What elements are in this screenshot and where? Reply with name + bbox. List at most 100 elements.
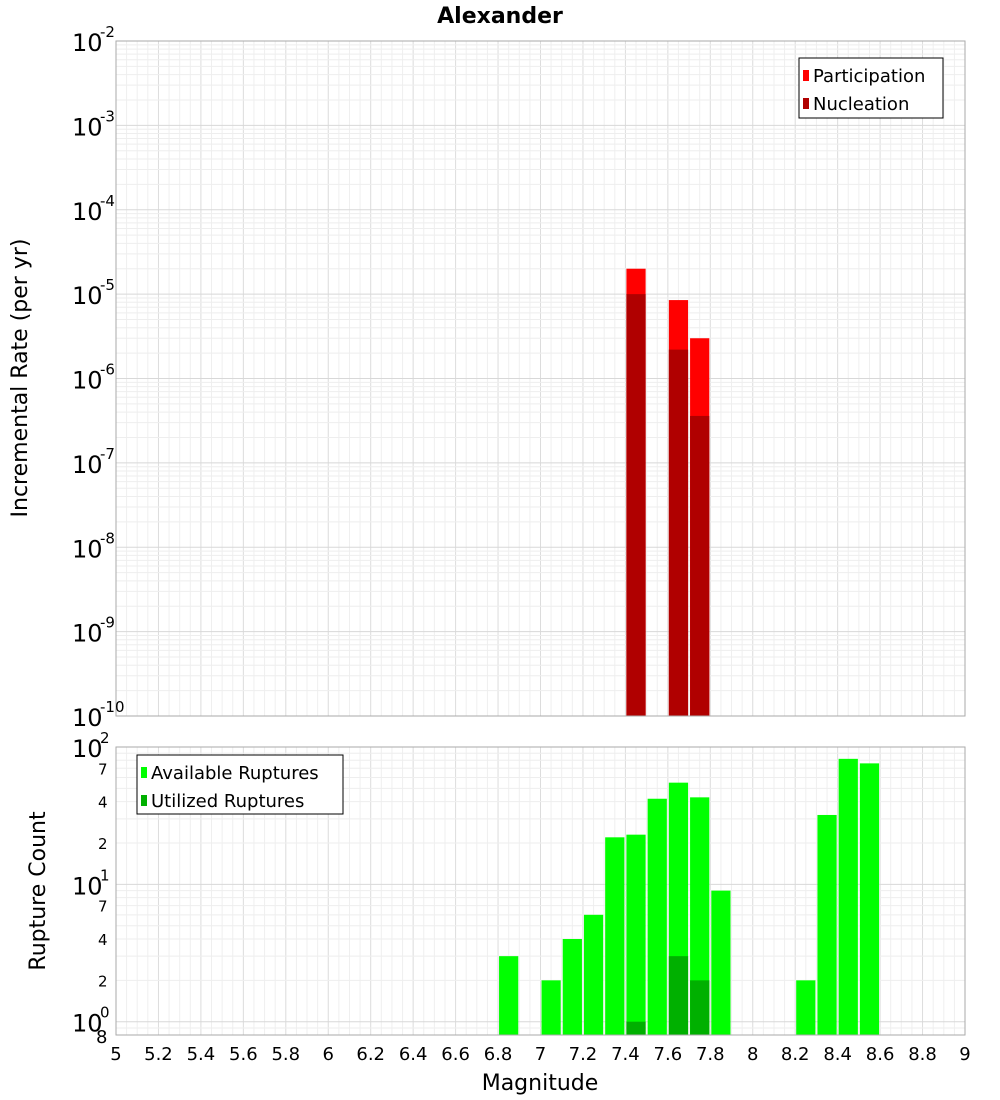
rate-legend: Participation Nucleation — [799, 58, 943, 118]
y-tick-exponent: -6 — [100, 361, 115, 379]
y-tick-base: 10 — [72, 704, 103, 732]
y-tick-exponent: -9 — [100, 614, 115, 632]
y-tick-exponent: -7 — [100, 445, 115, 463]
y-tick-base: 10 — [72, 367, 103, 395]
bar-utilized-ruptures — [669, 956, 688, 1035]
y-tick-label: 10-4 — [72, 192, 115, 226]
count-legend: Available Ruptures Utilized Ruptures — [137, 755, 343, 814]
x-tick-label: 5.8 — [271, 1044, 300, 1065]
y-tick-label: 10-2 — [72, 23, 115, 57]
y-tick-exponent: -10 — [100, 698, 125, 716]
x-tick-labels: 5 5.2 5.4 5.6 5.8 6 6.2 6.4 6.6 6.8 7 7.2 7.4 7.6 7.8 8… — [110, 1044, 970, 1065]
y-tick-base: 10 — [72, 198, 103, 226]
x-tick-label: 5.2 — [144, 1044, 173, 1065]
y-tick-exponent: -5 — [100, 276, 115, 294]
y-tick-exponent: 0 — [100, 1004, 110, 1022]
y-tick-exponent: -8 — [100, 529, 115, 547]
x-tick-label: 8.8 — [908, 1044, 937, 1065]
x-tick-label: 5 — [110, 1044, 121, 1065]
bar-available-ruptures — [711, 891, 730, 1035]
x-tick-label: 5.4 — [187, 1044, 216, 1065]
y-tick-label: 10-6 — [72, 361, 115, 395]
y-tick-base: 10 — [72, 535, 103, 563]
x-tick-label: 6.6 — [441, 1044, 470, 1065]
y-minor-tick-label: 4 — [98, 794, 108, 812]
legend-swatch — [141, 795, 147, 806]
x-tick-label: 7.8 — [696, 1044, 725, 1065]
legend-swatch — [803, 98, 809, 109]
x-axis-label: Magnitude — [482, 1071, 599, 1096]
y-tick-base: 10 — [72, 872, 103, 900]
y-tick-base: 10 — [72, 735, 103, 763]
y-minor-tick-label: 4 — [98, 931, 108, 949]
y-tick-label: 10-3 — [72, 107, 115, 141]
y-tick-label: 102 — [72, 729, 110, 763]
bar-utilized-ruptures — [626, 1022, 645, 1035]
legend-entry: Participation — [813, 66, 925, 87]
legend-swatch — [141, 767, 147, 778]
bar-available-ruptures — [542, 980, 561, 1035]
y-tick-base: 10 — [72, 282, 103, 310]
x-tick-label: 6.8 — [484, 1044, 513, 1065]
bar-utilized-ruptures — [690, 980, 709, 1035]
y-tick-base: 10 — [72, 113, 103, 141]
bar-available-ruptures — [584, 915, 603, 1035]
bar-available-ruptures — [605, 837, 624, 1035]
y-tick-exponent: -3 — [100, 107, 115, 125]
y-minor-tick-label: 2 — [98, 835, 108, 853]
y-tick-label: 10-5 — [72, 276, 115, 310]
y-tick-exponent: -4 — [100, 192, 115, 210]
bar-nucleation — [669, 350, 688, 716]
legend-entry: Nucleation — [813, 94, 909, 115]
x-tick-label: 9 — [959, 1044, 970, 1065]
bar-available-ruptures — [839, 759, 858, 1035]
y-minor-tick-label: 7 — [98, 898, 108, 916]
x-tick-label: 8 — [747, 1044, 758, 1065]
y-tick-label: 10-7 — [72, 445, 115, 479]
legend-entry: Available Ruptures — [151, 763, 319, 784]
bar-available-ruptures — [626, 835, 645, 1035]
x-tick-label: 6.2 — [356, 1044, 385, 1065]
y-minor-tick-label: 2 — [98, 972, 108, 990]
y-tick-exponent: -2 — [100, 23, 115, 41]
bar-available-ruptures — [817, 815, 836, 1035]
y-minor-tick-label: 8 — [96, 1027, 107, 1048]
y-tick-base: 10 — [72, 451, 103, 479]
x-tick-label: 8.4 — [823, 1044, 852, 1065]
rate-y-axis-label: Incremental Rate (per yr) — [8, 239, 33, 518]
x-tick-label: 7.4 — [611, 1044, 640, 1065]
y-tick-label: 10-8 — [72, 529, 115, 563]
bar-nucleation — [690, 416, 709, 716]
y-tick-label: 101 — [72, 866, 110, 900]
y-tick-label: 10-10 — [72, 698, 125, 732]
bar-available-ruptures — [563, 939, 582, 1035]
y-tick-base: 10 — [72, 29, 103, 57]
y-tick-exponent: 1 — [100, 866, 110, 884]
y-tick-base: 10 — [72, 620, 103, 648]
chart-title: Alexander — [437, 4, 563, 29]
bar-available-ruptures — [796, 980, 815, 1035]
x-tick-label: 8.6 — [866, 1044, 895, 1065]
legend-swatch — [803, 70, 809, 81]
x-tick-label: 8.2 — [781, 1044, 810, 1065]
x-tick-label: 6.4 — [399, 1044, 428, 1065]
y-minor-tick-label: 7 — [98, 760, 108, 778]
bar-available-ruptures — [860, 763, 879, 1035]
x-tick-label: 6 — [323, 1044, 334, 1065]
bar-available-ruptures — [648, 799, 667, 1035]
legend-entry: Utilized Ruptures — [151, 791, 304, 812]
y-tick-exponent: 2 — [100, 729, 110, 747]
x-tick-label: 7.6 — [654, 1044, 683, 1065]
x-tick-label: 5.6 — [229, 1044, 258, 1065]
y-tick-label: 10-9 — [72, 614, 115, 648]
rate-gridlines — [116, 41, 965, 716]
count-y-axis-label: Rupture Count — [26, 811, 51, 971]
bar-available-ruptures — [499, 956, 518, 1035]
x-tick-label: 7.2 — [569, 1044, 598, 1065]
bar-nucleation — [626, 294, 645, 716]
x-tick-label: 7 — [535, 1044, 546, 1065]
